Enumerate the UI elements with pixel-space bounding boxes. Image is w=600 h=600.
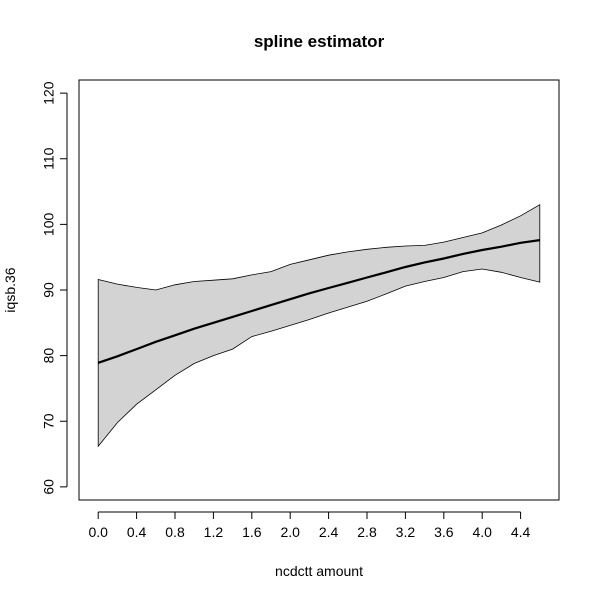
y-tick-label: 80	[41, 348, 57, 364]
y-tick-label: 100	[41, 212, 57, 236]
y-tick-label: 120	[41, 81, 57, 105]
estimate-line	[97, 239, 540, 364]
x-tick-label: 0.4	[127, 524, 147, 540]
x-tick-label: 4.4	[511, 524, 531, 540]
x-tick-label: 0.8	[165, 524, 185, 540]
x-axis: 0.0 0.4 0.8 1.2 1.6 2.0 2.4 2.8 3.2 3.6 4.0 4.4	[88, 511, 531, 540]
x-tick-label: 2.4	[319, 524, 339, 540]
x-tick-label: 2.0	[280, 524, 300, 540]
x-tick-label: 1.2	[204, 524, 224, 540]
x-tick-label: 1.6	[242, 524, 262, 540]
x-axis-label: ncdctt amount	[275, 563, 363, 579]
y-axis: 60 70 80 90 100 110 120	[41, 81, 68, 495]
estimate-line-layer	[97, 239, 540, 364]
plot-frame	[78, 79, 560, 501]
y-tick-label: 70	[41, 413, 57, 429]
chart-title: spline estimator	[254, 32, 385, 51]
x-tick-label: 3.6	[434, 524, 454, 540]
x-tick-label: 3.2	[396, 524, 416, 540]
x-tick-label: 4.0	[472, 524, 492, 540]
y-tick-label: 110	[41, 147, 57, 170]
confidence-band-layer	[97, 204, 541, 448]
y-axis-label: iqsb.36	[2, 267, 18, 312]
y-tick-label: 60	[41, 479, 57, 495]
x-tick-label: 2.8	[357, 524, 377, 540]
y-tick-label: 90	[41, 282, 57, 298]
x-tick-label: 0.0	[88, 524, 108, 540]
confidence-band	[97, 204, 541, 448]
